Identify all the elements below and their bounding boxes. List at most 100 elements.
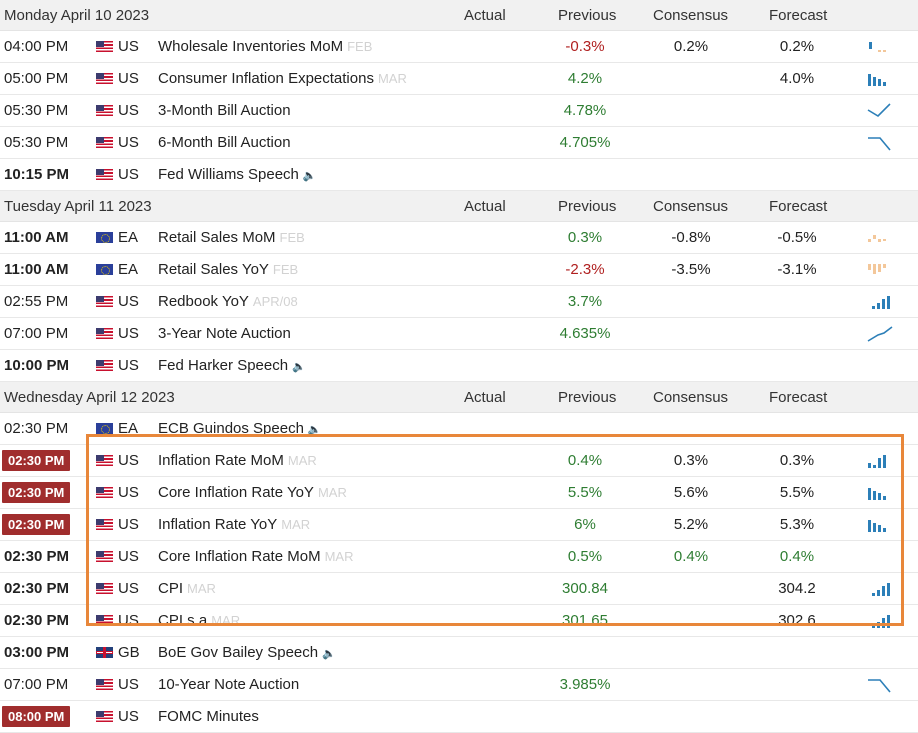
event-title[interactable]: 10-Year Note Auction (158, 676, 300, 693)
event-name[interactable]: Retail Sales YoY FEB (158, 261, 298, 278)
event-row[interactable]: 02:30 PM US Core Inflation Rate MoM MAR 0.5%… (0, 541, 918, 573)
event-row[interactable]: 02:30 PM EA ECB Guindos Speech 🔈 (0, 413, 918, 445)
event-title[interactable]: 3-Month Bill Auction (158, 102, 291, 119)
sparkline-chart[interactable] (866, 580, 896, 598)
us-flag-icon (96, 328, 113, 339)
event-row[interactable]: 05:00 PM US Consumer Inflation Expectation… (0, 63, 918, 95)
event-time: 10:15 PM (4, 166, 70, 183)
event-title[interactable]: FOMC Minutes (158, 708, 259, 725)
event-title[interactable]: Retail Sales YoY (158, 261, 269, 278)
event-title[interactable]: 6-Month Bill Auction (158, 134, 291, 151)
event-row[interactable]: 08:00 PM US FOMC Minutes (0, 701, 918, 733)
column-header-actual[interactable]: Actual (464, 6, 506, 24)
day-title: Wednesday April 12 2023 (4, 388, 175, 406)
event-title[interactable]: ECB Guindos Speech (158, 420, 304, 437)
event-row[interactable]: 05:30 PM US 6-Month Bill Auction 4.705% (0, 127, 918, 159)
event-title[interactable]: Core Inflation Rate MoM (158, 548, 321, 565)
event-row[interactable]: 04:00 PM US Wholesale Inventories MoM FEB -0… (0, 31, 918, 63)
column-header-consensus[interactable]: Consensus (653, 6, 729, 24)
event-title[interactable]: Core Inflation Rate YoY (158, 484, 314, 501)
event-row[interactable]: 02:30 PM US Inflation Rate MoM MAR 0.4% 0.3% 0… (0, 445, 918, 477)
event-row[interactable]: 11:00 AM EA Retail Sales YoY FEB -2.3% -3.5% -… (0, 254, 918, 286)
event-name[interactable]: Inflation Rate YoY MAR (158, 516, 310, 533)
previous-value: 4.635% (559, 325, 611, 342)
event-title[interactable]: Inflation Rate YoY (158, 516, 278, 533)
us-flag-icon (96, 105, 113, 116)
event-name[interactable]: Retail Sales MoM FEB (158, 229, 305, 246)
previous-value: -0.3% (565, 38, 605, 55)
event-name[interactable]: 3-Month Bill Auction (158, 102, 291, 119)
sparkline-chart[interactable] (866, 293, 896, 311)
event-name[interactable]: ECB Guindos Speech 🔈 (158, 420, 322, 437)
event-row[interactable]: 07:00 PM US 3-Year Note Auction 4.635% (0, 318, 918, 350)
event-title[interactable]: BoE Gov Bailey Speech (158, 644, 319, 661)
event-row[interactable]: 11:00 AM EA Retail Sales MoM FEB 0.3% -0.8% -0… (0, 222, 918, 254)
event-name[interactable]: Fed Williams Speech 🔈 (158, 166, 317, 183)
event-row[interactable]: 02:55 PM US Redbook YoY APR/08 3.7% (0, 286, 918, 318)
sparkline-chart[interactable] (866, 676, 896, 694)
event-name[interactable]: CPI s.a MAR (158, 612, 240, 629)
event-name[interactable]: Core Inflation Rate YoY MAR (158, 484, 347, 501)
event-title[interactable]: CPI s.a (158, 612, 208, 629)
column-header-previous[interactable]: Previous (558, 6, 617, 24)
event-name[interactable]: Inflation Rate MoM MAR (158, 452, 317, 469)
event-name[interactable]: BoE Gov Bailey Speech 🔈 (158, 644, 336, 661)
sparkline-chart[interactable] (866, 70, 896, 88)
event-time: 05:30 PM (4, 134, 69, 151)
sparkline-chart[interactable] (866, 38, 896, 56)
country-code: GB (118, 644, 140, 661)
event-title[interactable]: Redbook YoY (158, 293, 249, 310)
sparkline-chart[interactable] (866, 452, 896, 470)
event-name[interactable]: 6-Month Bill Auction (158, 134, 291, 151)
event-name[interactable]: Fed Harker Speech 🔈 (158, 357, 306, 374)
event-row[interactable]: 02:30 PM US CPI s.a MAR 301.65 302.6 (0, 605, 918, 637)
event-row[interactable]: 07:00 PM US 10-Year Note Auction 3.985% (0, 669, 918, 701)
event-name[interactable]: Core Inflation Rate MoM MAR (158, 548, 353, 565)
event-row[interactable]: 10:00 PM US Fed Harker Speech 🔈 (0, 350, 918, 382)
sparkline-chart[interactable] (866, 612, 896, 630)
country-code: EA (118, 261, 139, 278)
previous-value: 3.985% (559, 676, 611, 693)
event-row[interactable]: 03:00 PM GB BoE Gov Bailey Speech 🔈 (0, 637, 918, 669)
sparkline-chart[interactable] (866, 134, 896, 152)
event-title[interactable]: Fed Williams Speech (158, 166, 299, 183)
column-header-actual[interactable]: Actual (464, 197, 506, 215)
event-row[interactable]: 10:15 PM US Fed Williams Speech 🔈 (0, 159, 918, 191)
previous-value: 5.5% (567, 484, 603, 501)
event-name[interactable]: 10-Year Note Auction (158, 676, 299, 693)
event-title[interactable]: Inflation Rate MoM (158, 452, 284, 469)
event-name[interactable]: Wholesale Inventories MoM FEB (158, 38, 372, 55)
event-name[interactable]: Redbook YoY APR/08 (158, 293, 298, 310)
event-name[interactable]: CPI MAR (158, 580, 216, 597)
event-row[interactable]: 02:30 PM US Inflation Rate YoY MAR 6% 5.2% 5.3… (0, 509, 918, 541)
event-title[interactable]: CPI (158, 580, 184, 597)
column-header-consensus[interactable]: Consensus (653, 197, 729, 215)
event-title[interactable]: Consumer Inflation Expectations (158, 70, 374, 87)
column-header-consensus[interactable]: Consensus (653, 388, 729, 406)
sparkline-chart[interactable] (866, 261, 896, 279)
column-header-actual[interactable]: Actual (464, 388, 506, 406)
column-header-previous[interactable]: Previous (558, 388, 617, 406)
event-title[interactable]: Fed Harker Speech (158, 357, 289, 374)
column-header-forecast[interactable]: Forecast (769, 6, 828, 24)
event-time: 03:00 PM (4, 644, 70, 661)
event-name[interactable]: 3-Year Note Auction (158, 325, 291, 342)
column-header-forecast[interactable]: Forecast (769, 388, 828, 406)
column-header-forecast[interactable]: Forecast (769, 197, 828, 215)
event-row[interactable]: 02:30 PM US Core Inflation Rate YoY MAR 5.5%… (0, 477, 918, 509)
event-name[interactable]: Consumer Inflation Expectations MAR (158, 70, 407, 87)
event-title[interactable]: 3-Year Note Auction (158, 325, 291, 342)
event-title[interactable]: Retail Sales MoM (158, 229, 276, 246)
event-row[interactable]: 05:30 PM US 3-Month Bill Auction 4.78% (0, 95, 918, 127)
sparkline-chart[interactable] (866, 229, 896, 247)
event-name[interactable]: FOMC Minutes (158, 708, 259, 725)
event-row[interactable]: 02:30 PM US CPI MAR 300.84 304.2 (0, 573, 918, 605)
event-title[interactable]: Wholesale Inventories MoM (158, 38, 344, 55)
sparkline-chart[interactable] (866, 516, 896, 534)
sparkline-chart[interactable] (866, 484, 896, 502)
sparkline-chart[interactable] (866, 325, 896, 343)
column-header-previous[interactable]: Previous (558, 197, 617, 215)
day-title: Tuesday April 11 2023 (4, 197, 152, 215)
sparkline-chart[interactable] (866, 102, 896, 120)
previous-value: 3.7% (567, 293, 603, 310)
